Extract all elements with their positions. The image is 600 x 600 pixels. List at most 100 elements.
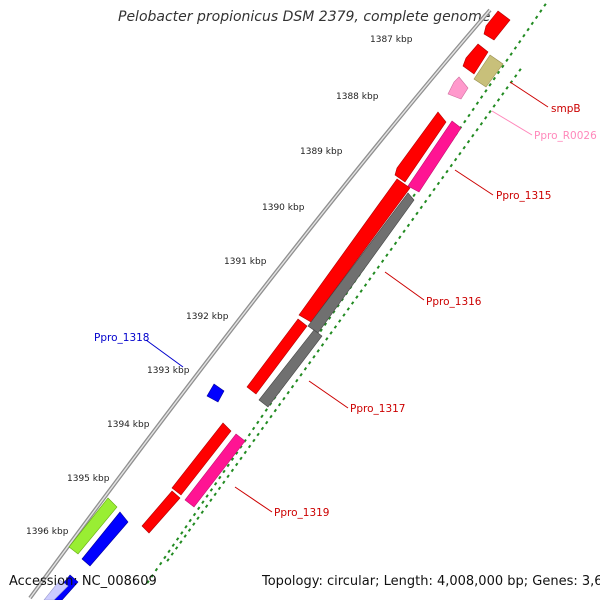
outer-tick-dot (513, 46, 518, 50)
leader-ppro-1318 (145, 339, 184, 368)
tick-label-1388: 1388 kbp (336, 92, 379, 102)
outer-tick-dot (496, 70, 501, 75)
inner-tick-dot (376, 265, 380, 270)
gene-red-a[interactable] (394, 111, 447, 183)
label-ppro-1317[interactable]: Ppro_1317 (350, 403, 405, 415)
gene-red-b[interactable] (171, 422, 232, 496)
outer-tick-dot (150, 574, 154, 578)
inner-tick-dot (359, 289, 363, 293)
label-smpb[interactable]: smpB (551, 103, 581, 115)
outer-tick-dot (467, 113, 471, 118)
gene-ppro-1318[interactable] (206, 383, 225, 403)
genome-summary-text: Topology: circular; Length: 4,008,000 bp… (262, 574, 600, 589)
outer-tick-dot (534, 15, 539, 20)
label-ppro-1318[interactable]: Ppro_1318 (94, 332, 149, 344)
inner-tick-dot (333, 325, 338, 329)
inner-tick-dot (342, 313, 346, 317)
label-ppro-r0026[interactable]: Ppro_R0026 (534, 130, 597, 142)
inner-tick-dot (170, 552, 174, 556)
tick-label-1392: 1392 kbp (186, 312, 229, 322)
gene-red-c[interactable] (141, 490, 181, 534)
inner-tick-dot (303, 366, 308, 371)
inner-tick-dot (187, 528, 192, 532)
outer-tick-dot (188, 518, 192, 523)
outer-tick-dot (332, 310, 336, 314)
outer-tick-dot (412, 193, 416, 198)
label-ppro-1315[interactable]: Ppro_1315 (496, 190, 551, 202)
inner-tick-dot (355, 295, 359, 299)
outer-tick-dot (209, 488, 214, 492)
leader-ppro-1319 (234, 486, 273, 513)
inner-tick-dot (196, 516, 200, 521)
inner-tick-dot (308, 360, 312, 365)
gene-ppro-r0026[interactable] (447, 76, 469, 100)
inner-tick-dot (488, 109, 492, 114)
outer-tick-dot (471, 107, 475, 112)
tick-label-1390: 1390 kbp (262, 203, 305, 213)
gene-lavender[interactable] (43, 579, 69, 600)
outer-tick-dot (146, 580, 150, 584)
inner-tick-dot-lines (166, 68, 522, 562)
inner-tick-dot (492, 104, 496, 108)
gene-ppro-1317[interactable] (258, 329, 323, 408)
outer-tick-dot (239, 445, 243, 449)
gene-ppro-1319[interactable] (184, 433, 246, 508)
outer-tick-dot (475, 101, 480, 106)
inner-tick-dot (243, 450, 247, 455)
inner-tick-dot (200, 510, 204, 515)
gene-top-2[interactable] (462, 43, 489, 75)
tick-label-1389: 1389 kbp (300, 147, 343, 157)
inner-tick-dot (273, 408, 277, 413)
outer-tick-dot (180, 531, 184, 535)
inner-tick-dot (183, 534, 187, 538)
gene-red-long[interactable] (298, 178, 411, 323)
outer-tick-dot (264, 408, 268, 412)
outer-tick-dot (167, 549, 171, 554)
gene-red-mid[interactable] (246, 318, 308, 395)
outer-tick-dot (218, 475, 222, 480)
label-ppro-1319[interactable]: Ppro_1319 (274, 507, 329, 519)
inner-tick-dot (475, 127, 479, 132)
inner-tick-dot (226, 474, 230, 479)
outer-tick-dot (518, 39, 522, 44)
label-ppro-1316[interactable]: Ppro_1316 (426, 296, 482, 308)
inner-tick-dot (350, 301, 355, 305)
outer-tick-dot (205, 494, 209, 498)
outer-tick-dot (184, 524, 188, 529)
outer-tick-dot (235, 451, 239, 455)
gene-smpb[interactable] (473, 54, 504, 88)
inner-tick-dot (471, 133, 475, 138)
inner-tick-dot (432, 187, 436, 192)
inner-tick-dot (441, 175, 445, 180)
outer-tick-dot (192, 512, 197, 517)
inner-tick-dot (239, 456, 243, 461)
inner-tick-dot (174, 546, 179, 550)
inner-tick-dot (406, 223, 411, 228)
outer-tick-dot (197, 506, 201, 511)
outer-tick-dot (260, 414, 264, 419)
gene-ppro-1315[interactable] (407, 120, 462, 193)
gene-green[interactable] (68, 497, 118, 555)
outer-tick-dot (159, 561, 163, 566)
leader-ppro-1317 (308, 380, 349, 409)
inner-tick-dot (479, 121, 484, 126)
inner-tick-dot (166, 558, 170, 562)
leader-ppro-r0026 (491, 110, 533, 136)
inner-tick-dot (235, 462, 239, 467)
gene-top-1[interactable] (483, 10, 511, 41)
inner-tick-dot (458, 151, 462, 156)
inner-tick-dot (325, 337, 329, 341)
inner-tick-dot (449, 163, 453, 168)
inner-tick-dot (269, 414, 273, 419)
gene-blue-a[interactable] (81, 511, 129, 567)
outer-tick-dot (509, 52, 513, 56)
inner-tick-dot (290, 384, 295, 389)
inner-tick-dot (320, 343, 325, 347)
inner-tick-dot (368, 277, 372, 281)
gene-label-group: smpB Ppro_R0026 Ppro_1315 Ppro_1316 Ppro… (94, 103, 597, 519)
outer-tick-dot (154, 567, 159, 572)
outer-tick-dot (230, 457, 235, 462)
tick-label-group: 1387 kbp 1388 kbp 1389 kbp 1390 kbp 1391… (26, 35, 413, 537)
inner-tick-dot (260, 426, 265, 431)
